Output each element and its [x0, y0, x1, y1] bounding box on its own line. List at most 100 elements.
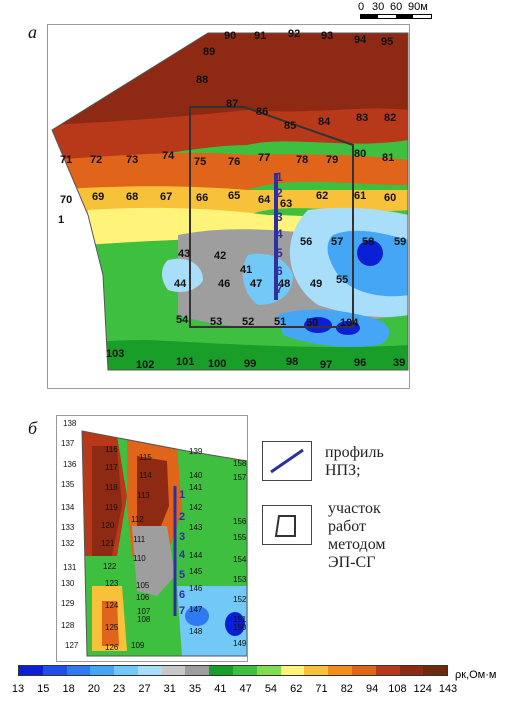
legend-line: методом [328, 536, 386, 553]
station-label: 62 [316, 190, 328, 202]
colorbar-tick-label: 27 [138, 683, 151, 695]
station-label: 43 [178, 248, 190, 260]
station-label: 41 [240, 264, 252, 276]
station-label: 99 [244, 358, 256, 370]
station-label: 108 [137, 615, 151, 624]
station-label: 139 [189, 447, 203, 456]
station-label: 144 [189, 551, 203, 560]
station-label: 148 [189, 627, 203, 636]
station-label: 54 [176, 314, 189, 326]
colorbar-tick-label: 23 [113, 683, 126, 695]
station-label: 141 [189, 483, 203, 492]
colorbar-segment [256, 666, 281, 675]
station-label: 58 [362, 236, 374, 248]
station-label: 51 [274, 316, 286, 328]
station-label: 60 [384, 192, 396, 204]
profile-point-label: 3 [179, 531, 185, 543]
resistivity-colorbar [18, 665, 448, 676]
station-label: 134 [61, 503, 75, 512]
colorbar-tick-label: 31 [163, 683, 176, 695]
area-legend-text: участок работ методом ЭП-СГ [328, 500, 386, 572]
station-label: 137 [61, 439, 75, 448]
colorbar-segment [66, 666, 91, 675]
station-label: 49 [310, 278, 322, 290]
profile-point-label: 2 [179, 511, 185, 523]
station-label: 142 [189, 503, 203, 512]
station-label: 113 [137, 491, 150, 500]
station-label: 101 [176, 356, 194, 368]
station-label: 48 [278, 278, 290, 290]
station-label: 151 [233, 615, 247, 624]
station-label: 91 [254, 30, 266, 42]
station-label: 125 [105, 623, 119, 632]
station-label: 127 [65, 641, 79, 650]
station-label: 138 [63, 419, 77, 428]
scale-bar-line [360, 14, 432, 19]
station-label: 64 [258, 194, 271, 206]
profile-point-label: 4 [179, 549, 186, 561]
station-label: 100 [208, 358, 226, 370]
station-label: 39 [393, 357, 405, 369]
panel-a-label: а [28, 22, 37, 42]
colorbar-segment [90, 666, 115, 675]
station-label: 57 [331, 236, 343, 248]
profile-point-label: 4 [276, 227, 283, 241]
station-label: 106 [136, 593, 150, 602]
colorbar-tick-label: 124 [413, 683, 432, 695]
station-label: 133 [61, 523, 75, 532]
colorbar-segment [375, 666, 400, 675]
profile-point-label: 5 [179, 569, 185, 581]
station-label: 85 [284, 120, 296, 132]
station-label: 59 [394, 236, 406, 248]
station-label: 44 [174, 278, 187, 290]
station-label: 96 [354, 357, 366, 369]
colorbar-tick-label: 71 [315, 683, 328, 695]
station-label: 50 [306, 317, 318, 329]
station-label: 89 [203, 46, 215, 58]
station-label: 83 [356, 112, 368, 124]
station-label: 135 [61, 480, 75, 489]
station-label: 93 [321, 30, 333, 42]
profile-line-icon [270, 448, 304, 474]
station-label: 124 [105, 601, 119, 610]
station-label: 115 [139, 453, 152, 462]
profile-point-label: 5 [276, 246, 283, 260]
scale-tick: 30 [372, 1, 385, 13]
station-label: 81 [382, 152, 394, 164]
station-label: 72 [90, 154, 102, 166]
station-label: 55 [336, 274, 348, 286]
colorbar-tick-label: 143 [438, 683, 458, 695]
colorbar-tick-label: 18 [62, 683, 75, 695]
scale-tick: 60 [390, 1, 403, 13]
legend-line: НПЗ; [325, 462, 361, 479]
station-label: 73 [126, 154, 138, 166]
colorbar-tick-label: 82 [340, 683, 353, 695]
map-panel-a: 90 91 92 93 94 95 89 88 87 86 85 84 83 82 71 72 73 74 75 76… [47, 24, 410, 389]
legend-line: участок [328, 500, 381, 517]
colorbar-segment [351, 666, 376, 675]
station-label: 88 [196, 74, 208, 86]
station-label: 121 [101, 539, 115, 548]
station-label: 46 [218, 278, 230, 290]
station-label: 147 [189, 605, 203, 614]
profile-point-label: 7 [179, 605, 185, 617]
colorbar-segment [233, 666, 257, 675]
station-label: 111 [133, 535, 146, 544]
station-label: 61 [354, 190, 366, 202]
colorbar-tick-label: 62 [290, 683, 303, 695]
station-label: 82 [384, 112, 396, 124]
station-label: 92 [288, 28, 300, 40]
station-label: 90 [224, 30, 236, 42]
colorbar-segment [304, 666, 329, 675]
station-label: 122 [103, 562, 117, 571]
station-label: 102 [136, 359, 154, 371]
colorbar-tick-label: 47 [239, 683, 252, 695]
station-label: 129 [61, 599, 75, 608]
station-label: 98 [286, 356, 298, 368]
station-label: 116 [105, 445, 118, 454]
station-label: 140 [189, 471, 203, 480]
scale-bar: 0 30 60 90м [350, 0, 500, 22]
station-label: 128 [61, 621, 75, 630]
colorbar-segment [161, 666, 186, 675]
